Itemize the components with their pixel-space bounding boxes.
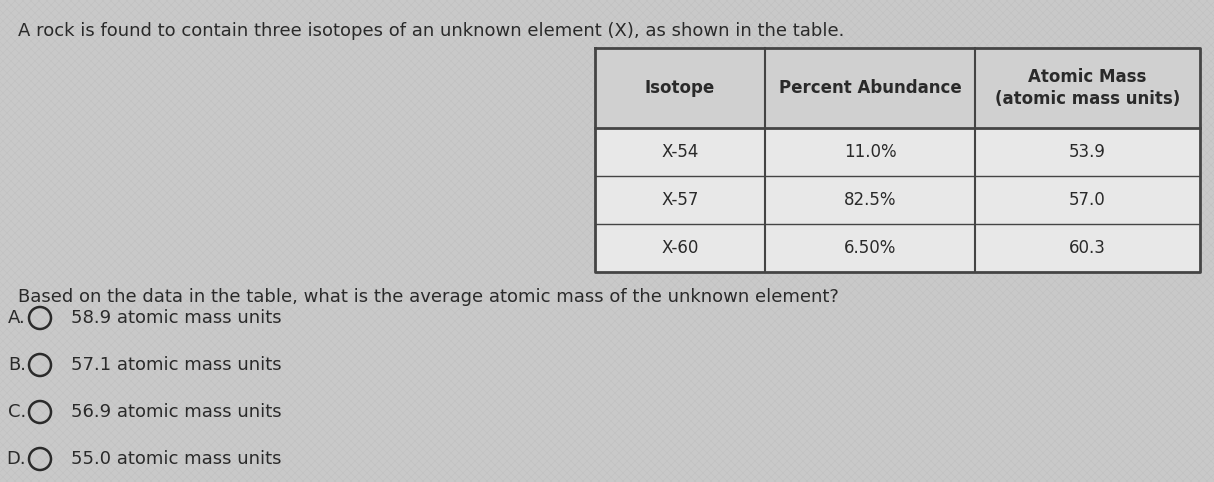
Text: 11.0%: 11.0%	[844, 143, 896, 161]
Text: A.: A.	[8, 309, 25, 327]
Text: X-57: X-57	[662, 191, 699, 209]
Polygon shape	[595, 176, 1199, 224]
Text: B.: B.	[8, 356, 25, 374]
Text: 56.9 atomic mass units: 56.9 atomic mass units	[70, 403, 282, 421]
Text: Based on the data in the table, what is the average atomic mass of the unknown e: Based on the data in the table, what is …	[18, 288, 839, 306]
Text: A rock is found to contain three isotopes of an unknown element (X), as shown in: A rock is found to contain three isotope…	[18, 22, 845, 40]
Text: 60.3: 60.3	[1070, 239, 1106, 257]
Text: Isotope: Isotope	[645, 79, 715, 97]
Text: 6.50%: 6.50%	[844, 239, 896, 257]
Text: Percent Abundance: Percent Abundance	[778, 79, 961, 97]
Text: 55.0 atomic mass units: 55.0 atomic mass units	[70, 450, 282, 468]
Text: 82.5%: 82.5%	[844, 191, 896, 209]
Polygon shape	[595, 48, 1199, 128]
Text: 53.9: 53.9	[1070, 143, 1106, 161]
Polygon shape	[595, 128, 1199, 176]
Text: X-60: X-60	[662, 239, 699, 257]
Text: 58.9 atomic mass units: 58.9 atomic mass units	[70, 309, 282, 327]
Text: X-54: X-54	[662, 143, 699, 161]
Polygon shape	[595, 224, 1199, 272]
Text: D.: D.	[6, 450, 25, 468]
Text: C.: C.	[7, 403, 25, 421]
Text: 57.0: 57.0	[1070, 191, 1106, 209]
Text: Atomic Mass
(atomic mass units): Atomic Mass (atomic mass units)	[995, 68, 1180, 108]
Text: 57.1 atomic mass units: 57.1 atomic mass units	[70, 356, 282, 374]
